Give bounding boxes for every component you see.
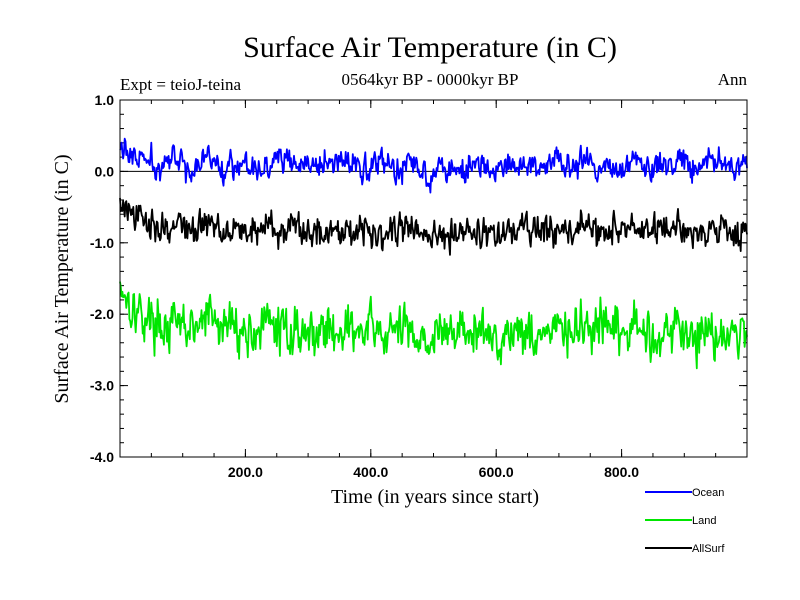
x-axis-label: Time (in years since start) [331, 486, 539, 508]
x-tick-label: 800.0 [604, 464, 639, 480]
series-line-land [119, 281, 748, 370]
plot-area: 1.0 0.0 -1.0 -2.0 -3.0 -4.0 200.0 400.0 600.0 800… [90, 92, 748, 480]
y-tick-label: -2.0 [90, 306, 114, 322]
experiment-label: Expt = teioJ-teina [120, 75, 241, 94]
legend: Ocean Land AllSurf [645, 487, 725, 555]
y-tick-label: 1.0 [95, 92, 115, 108]
season-label: Ann [718, 70, 748, 89]
y-tick-label: -1.0 [90, 235, 114, 251]
legend-label-ocean: Ocean [692, 487, 724, 499]
y-tick-label: -4.0 [90, 449, 114, 465]
series-line-allsurf [119, 197, 748, 256]
x-tick-label: 400.0 [353, 464, 388, 480]
chart-title: Surface Air Temperature (in C) [243, 31, 617, 64]
legend-label-allsurf: AllSurf [692, 543, 725, 555]
x-tick-label: 200.0 [228, 464, 263, 480]
plot-frame [119, 99, 748, 458]
x-tick-label: 600.0 [479, 464, 514, 480]
legend-label-land: Land [692, 515, 716, 527]
y-tick-label: -3.0 [90, 378, 114, 394]
series-line-ocean [119, 137, 748, 194]
y-axis-label: Surface Air Temperature (in C) [51, 154, 73, 403]
chart-subtitle: 0564kyr BP - 0000kyr BP [342, 70, 519, 89]
y-tick-label: 0.0 [95, 163, 115, 179]
